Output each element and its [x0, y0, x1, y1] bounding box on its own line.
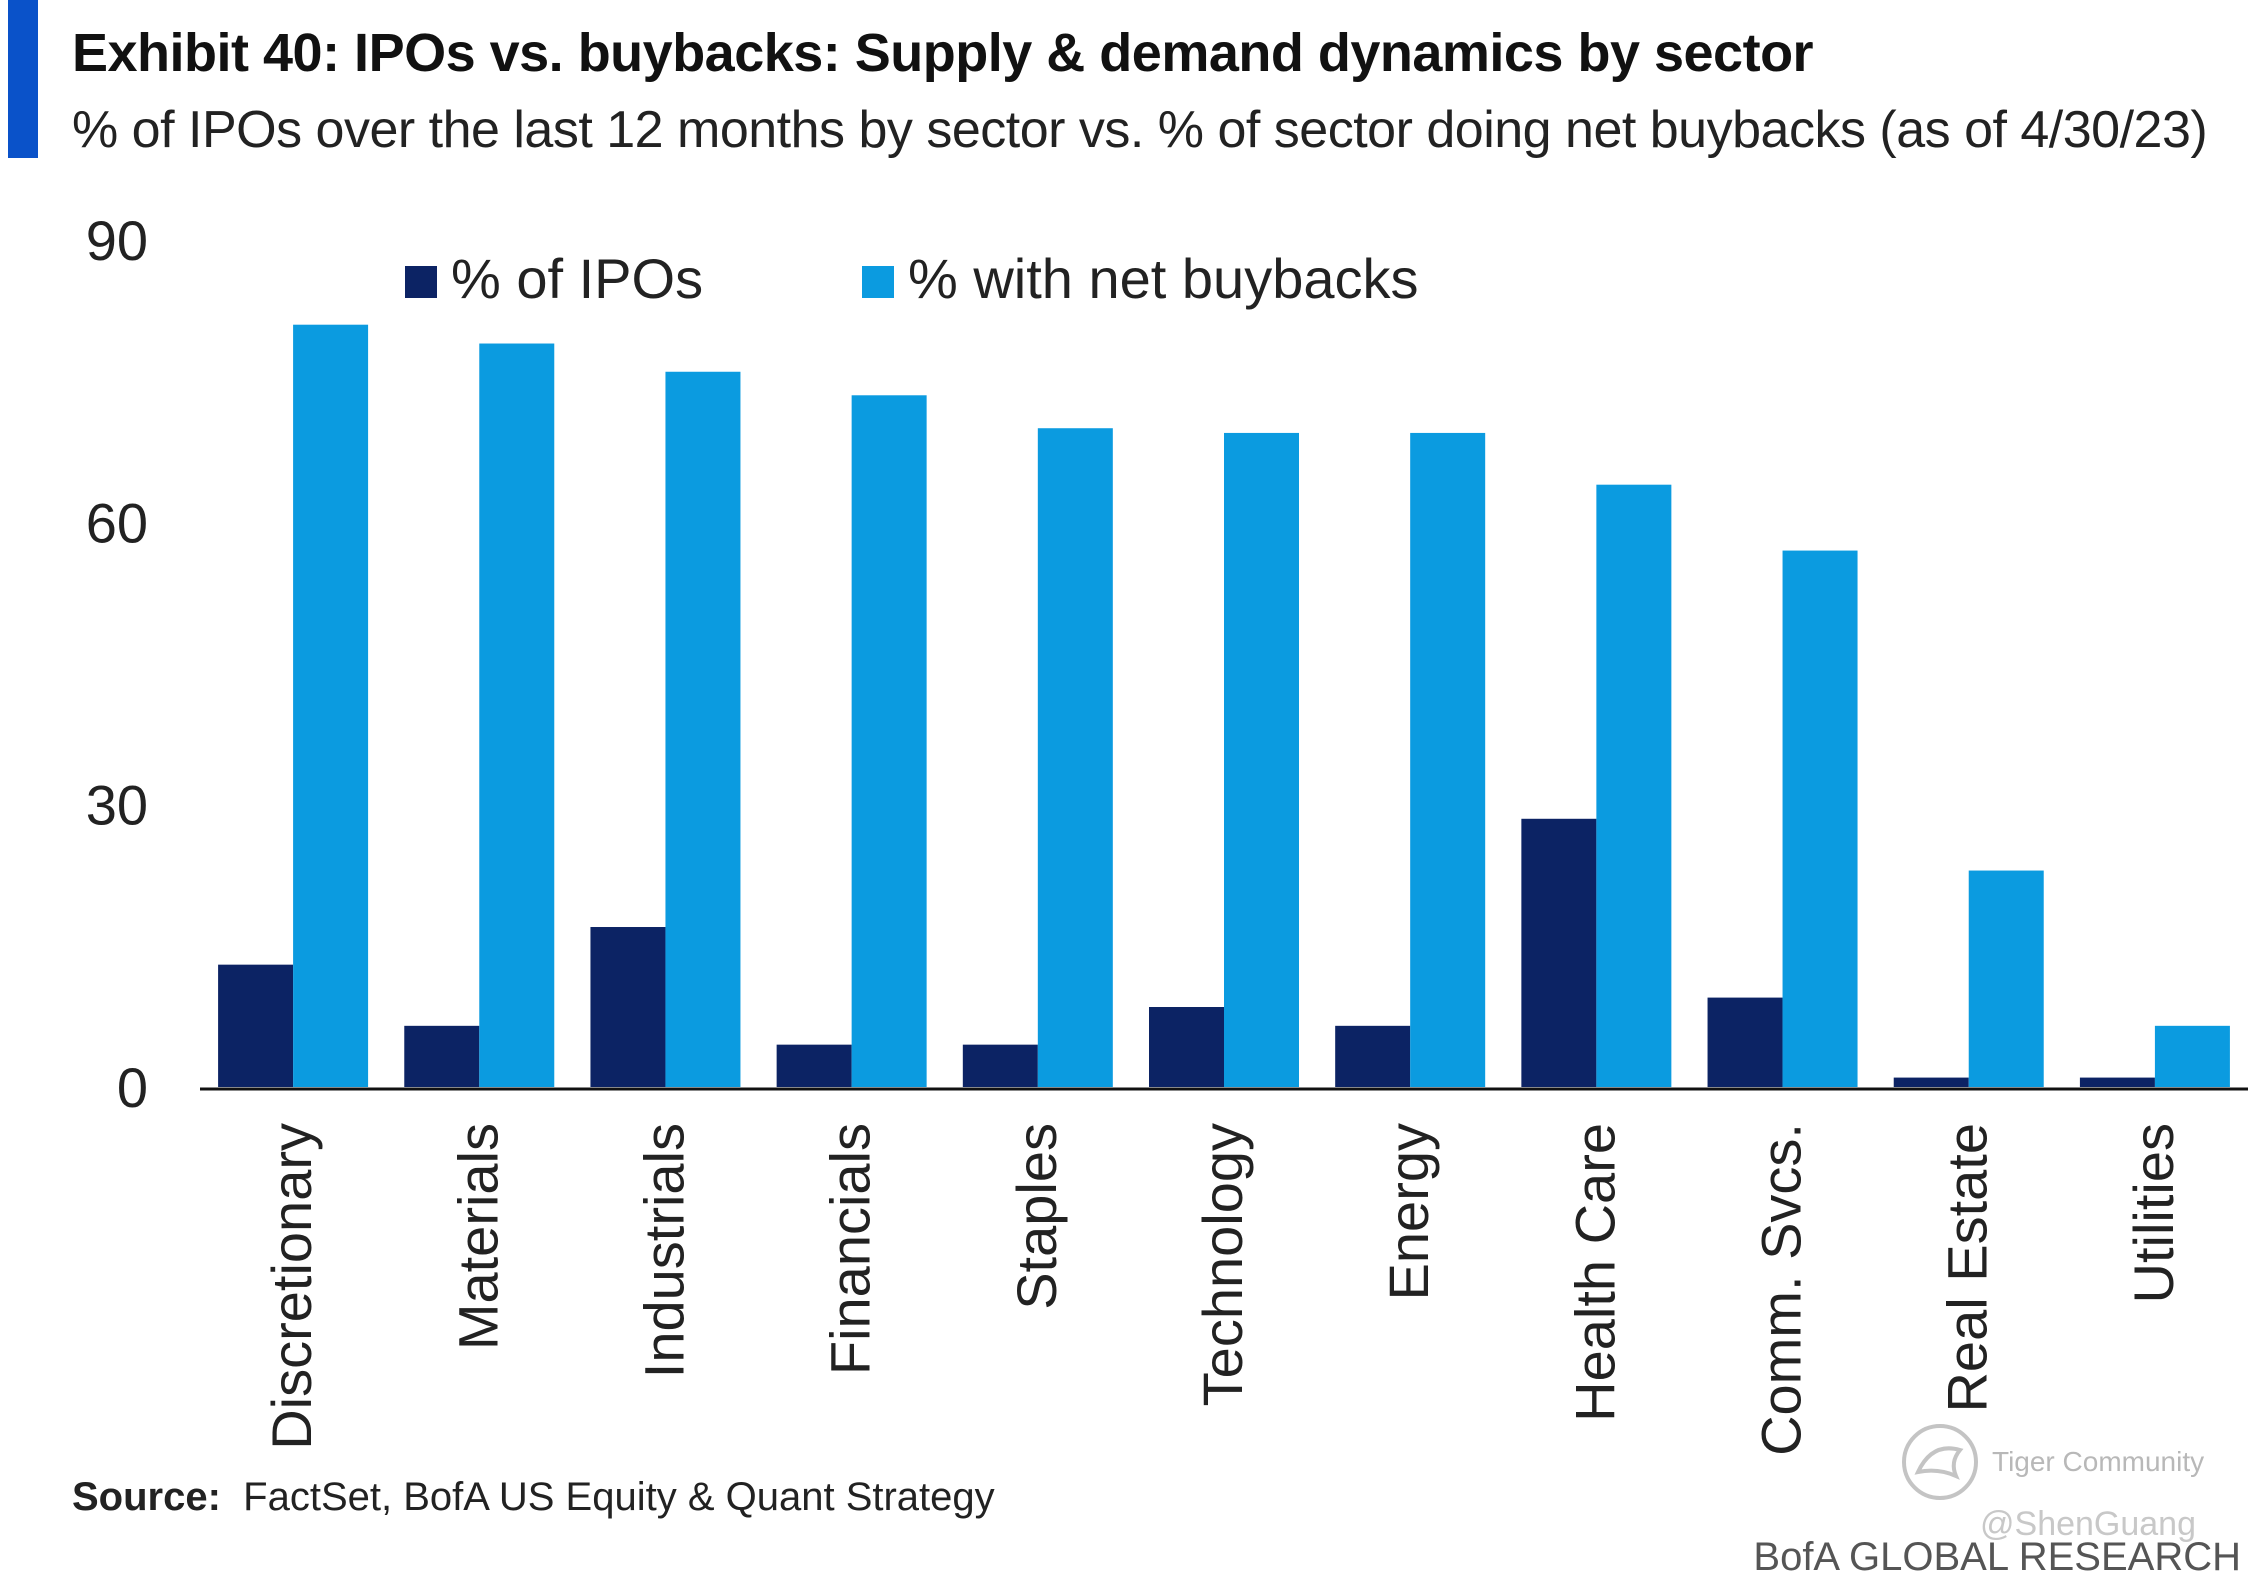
x-tick-label: Materials [446, 1123, 509, 1350]
tiger-logo-icon [1902, 1424, 1978, 1500]
bar-ipos [776, 1044, 852, 1087]
bar-ipos [218, 964, 294, 1087]
x-tick-label: Industrials [632, 1123, 695, 1378]
watermark-user: @ShenGuang [1980, 1505, 2197, 1543]
x-tick-label: Comm. Svcs. [1750, 1123, 1813, 1456]
source-note: Source: FactSet, BofA US Equity & Quant … [72, 1475, 995, 1520]
bar-ipos [1335, 1025, 1411, 1087]
source-text: FactSet, BofA US Equity & Quant Strategy [243, 1475, 995, 1519]
source-label: Source: [72, 1475, 221, 1519]
x-tick-label: Utilities [2122, 1123, 2185, 1303]
bar-ipos [1707, 997, 1783, 1087]
bar-ipos [1149, 1007, 1224, 1087]
bar-buybacks [665, 371, 741, 1087]
watermark-text: Tiger Community [1992, 1446, 2205, 1477]
bar-buybacks [851, 395, 927, 1087]
y-tick-label: 90 [86, 209, 148, 272]
chart-subtitle: % of IPOs over the last 12 months by sec… [72, 101, 2208, 159]
x-tick-label: Financials [819, 1123, 882, 1375]
x-tick-label: Energy [1377, 1123, 1440, 1300]
bar-buybacks [1596, 484, 1672, 1087]
bar-ipos [962, 1044, 1038, 1087]
x-tick-label: Health Care [1563, 1123, 1626, 1422]
accent-bar [8, 0, 38, 158]
x-tick-label: Real Estate [1936, 1123, 1999, 1413]
footer-brand: BofA GLOBAL RESEARCH [1753, 1535, 2241, 1579]
x-tick-label: Staples [1005, 1123, 1068, 1310]
legend-label: % of IPOs [451, 247, 703, 310]
y-tick-label: 60 [86, 491, 148, 554]
y-tick-label: 30 [86, 774, 148, 837]
bar-buybacks [1224, 432, 1299, 1088]
bar-buybacks [1037, 428, 1113, 1087]
bar-buybacks [1968, 870, 2044, 1087]
watermark: Tiger Community [1898, 1420, 2204, 1504]
bar-ipos [1893, 1077, 1969, 1087]
bar-ipos [404, 1025, 480, 1087]
legend-label: % with net buybacks [908, 247, 1418, 310]
x-tick-label: Discretionary [260, 1123, 323, 1450]
bar-buybacks [479, 343, 555, 1087]
chart-title: Exhibit 40: IPOs vs. buybacks: Supply & … [72, 23, 1814, 83]
x-tick-label: Technology [1191, 1123, 1254, 1406]
legend-swatch [405, 266, 437, 298]
bar-buybacks [1782, 550, 1858, 1087]
bar-ipos [590, 927, 666, 1087]
legend-swatch [862, 266, 894, 298]
bar-buybacks [293, 324, 369, 1087]
bar-buybacks [2154, 1025, 2230, 1087]
bar-ipos [2079, 1077, 2155, 1087]
bar-buybacks [1410, 432, 1486, 1088]
y-tick-label: 0 [117, 1056, 148, 1119]
bar-ipos [1521, 818, 1597, 1087]
